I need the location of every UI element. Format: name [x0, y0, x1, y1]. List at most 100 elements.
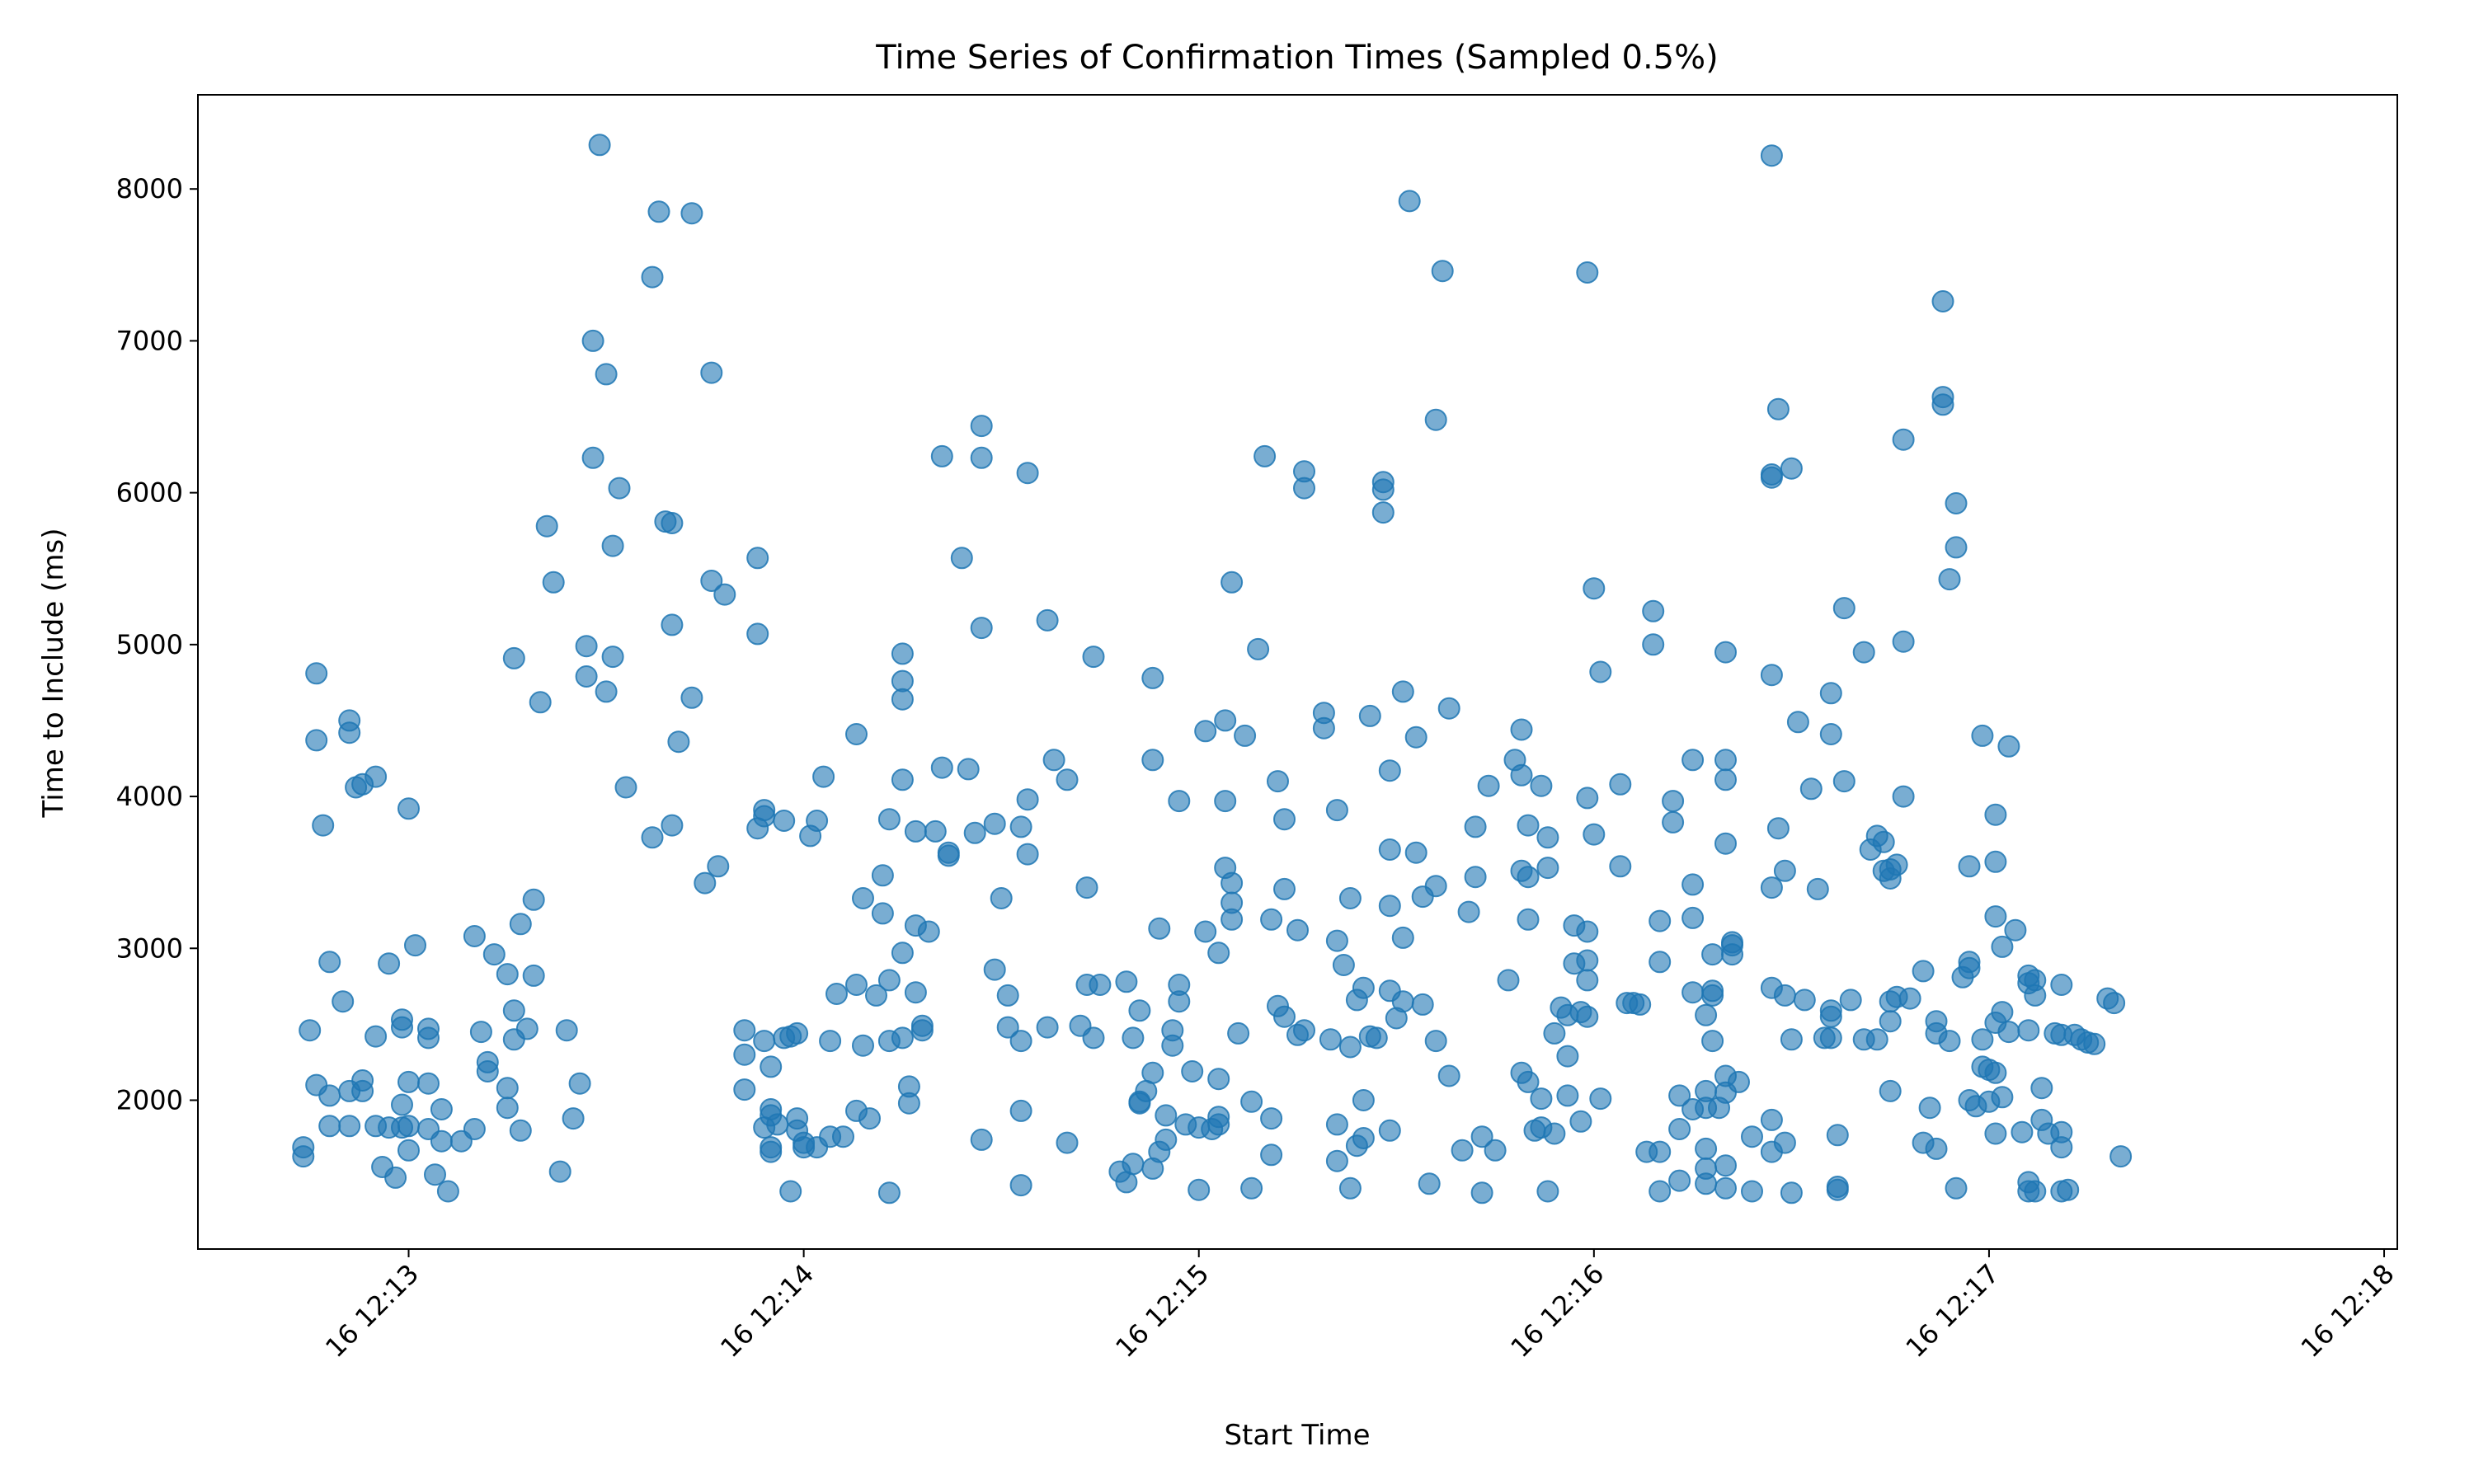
data-point: [1155, 1128, 1178, 1151]
data-point: [1517, 814, 1540, 837]
data-point: [1918, 1097, 1941, 1120]
data-point: [2030, 1077, 2053, 1100]
data-point: [1832, 597, 1856, 620]
data-point: [891, 768, 914, 791]
data-point: [773, 810, 796, 832]
y-tick-label: 7000: [116, 325, 183, 356]
data-point: [983, 958, 1006, 981]
data-point: [1760, 876, 1783, 899]
data-point: [871, 902, 894, 925]
data-point: [1576, 787, 1599, 810]
data-point: [1681, 873, 1705, 896]
data-point: [970, 1128, 993, 1151]
data-point: [515, 1017, 539, 1040]
data-point: [1701, 984, 1724, 1007]
data-point: [1721, 943, 1743, 966]
data-point: [1404, 841, 1427, 864]
data-point: [1997, 735, 2020, 758]
data-point: [1082, 1026, 1105, 1050]
data-point: [1371, 478, 1395, 501]
data-point: [1234, 724, 1257, 747]
data-point: [1852, 641, 1875, 664]
data-point: [1668, 1169, 1691, 1192]
data-point: [1984, 1122, 2007, 1145]
y-tick-label: 6000: [116, 477, 183, 509]
data-point: [2004, 918, 2027, 942]
data-points: [292, 134, 2133, 1205]
data-point: [1649, 1180, 1672, 1203]
data-point: [351, 1079, 374, 1102]
data-point: [1945, 536, 1968, 559]
data-point: [1378, 1119, 1401, 1142]
data-point: [845, 723, 868, 745]
data-point: [1865, 1028, 1888, 1051]
data-point: [1681, 749, 1705, 772]
data-point: [760, 1140, 783, 1163]
data-point: [930, 444, 953, 467]
data-point: [1879, 1010, 1902, 1033]
data-point: [496, 1097, 519, 1120]
data-point: [1819, 723, 1842, 745]
data-point: [1016, 788, 1039, 811]
data-point: [930, 756, 953, 779]
data-point: [924, 819, 947, 843]
data-point: [1141, 1061, 1164, 1084]
data-point: [1766, 397, 1790, 420]
data-point: [832, 1125, 854, 1148]
data-point: [588, 134, 611, 157]
data-point: [482, 943, 506, 966]
data-point: [877, 969, 901, 992]
data-point: [1714, 768, 1737, 791]
data-point: [318, 1115, 341, 1138]
data-point: [529, 691, 552, 714]
data-point: [1766, 817, 1790, 840]
data-point: [1227, 1021, 1250, 1045]
data-point: [1589, 1087, 1612, 1111]
data-point: [1714, 1176, 1737, 1200]
data-point: [865, 984, 887, 1007]
data-point: [1338, 1176, 1362, 1200]
data-point: [1437, 1064, 1460, 1087]
data-point: [1701, 943, 1724, 966]
data-point: [1221, 908, 1244, 931]
data-point: [1912, 960, 1935, 983]
data-point: [1470, 1181, 1493, 1205]
data-point: [1332, 954, 1355, 976]
data-point: [1780, 1028, 1803, 1051]
data-point: [1819, 1026, 1842, 1050]
data-point: [1997, 1021, 2020, 1044]
data-point: [1042, 749, 1065, 772]
data-point: [1352, 1089, 1375, 1111]
data-point: [1773, 859, 1796, 882]
data-point: [812, 765, 835, 788]
data-point: [1958, 956, 1981, 979]
data-point: [641, 265, 664, 289]
data-point: [963, 821, 986, 844]
plot-frame: [197, 94, 2398, 1250]
data-point: [1642, 633, 1665, 656]
data-point: [1543, 1021, 1566, 1045]
data-point: [647, 200, 670, 223]
data-point: [1161, 1034, 1184, 1057]
data-point: [1649, 1140, 1672, 1163]
data-point: [1879, 1079, 1902, 1102]
data-point: [2050, 1136, 2073, 1159]
data-point: [1991, 1086, 2014, 1109]
data-point: [700, 570, 723, 592]
data-point: [542, 571, 565, 594]
data-point: [601, 534, 624, 557]
data-point: [1609, 855, 1632, 878]
data-point: [1273, 877, 1296, 900]
data-point: [1668, 1084, 1691, 1107]
data-point: [1780, 1181, 1803, 1205]
data-point: [1945, 492, 1968, 514]
data-point: [1780, 457, 1803, 480]
data-point: [2017, 1019, 2040, 1042]
data-point: [1437, 697, 1460, 720]
data-point: [1260, 908, 1283, 931]
data-point: [1589, 660, 1612, 683]
data-point: [996, 984, 1019, 1007]
data-point: [1556, 1084, 1579, 1107]
data-point: [575, 635, 598, 658]
